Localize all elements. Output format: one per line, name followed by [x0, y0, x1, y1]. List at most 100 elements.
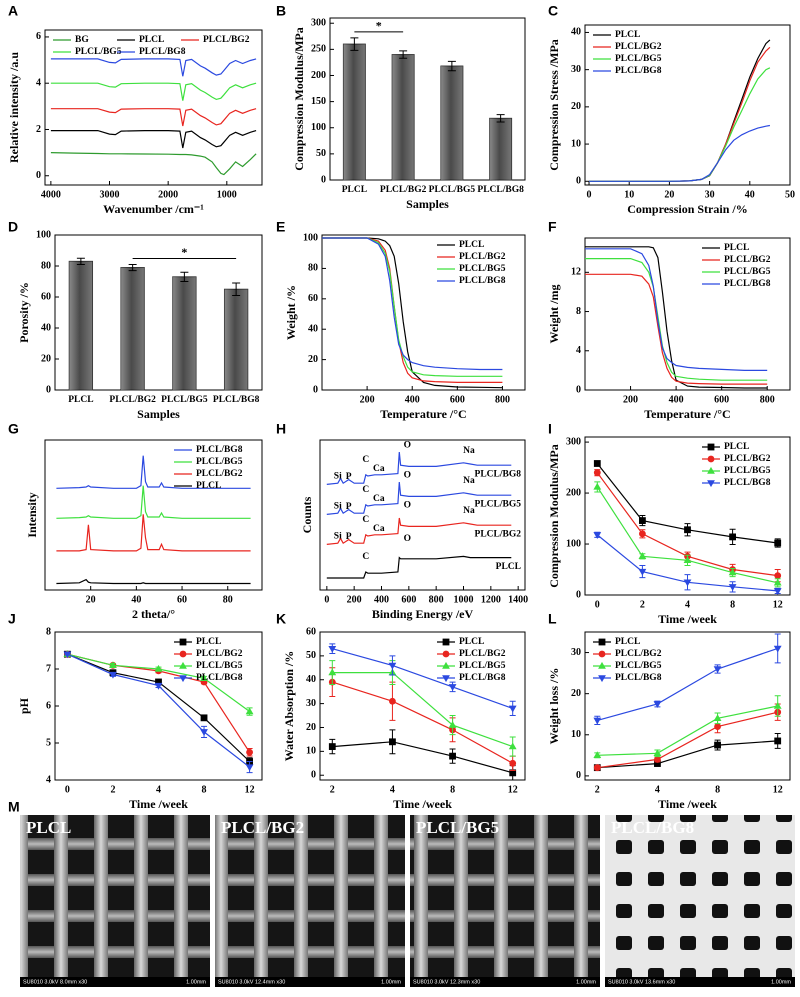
x-tick-label: 4000	[41, 189, 61, 200]
x-tick-label: 600	[450, 394, 465, 405]
sem-scale: 1.00mm	[576, 979, 596, 985]
x-tick-label: 12	[245, 784, 255, 795]
marker	[200, 714, 208, 722]
series-line	[56, 514, 251, 552]
x-tick-label: 12	[508, 784, 518, 795]
series-line	[585, 273, 768, 385]
y-tick-label: 50	[316, 148, 326, 159]
y-axis-label: Porosity /%	[17, 282, 31, 343]
marker	[63, 651, 72, 659]
marker	[109, 661, 117, 669]
peak-label: Si	[334, 501, 342, 511]
x-axis-label: Samples	[137, 407, 180, 421]
plot-frame	[319, 439, 526, 591]
x-tick-label: 40	[131, 594, 141, 605]
marker	[109, 671, 117, 679]
legend-label: PLCL/BG5	[724, 466, 771, 476]
y-axis-label: Weight /mg	[547, 285, 561, 344]
sem-info-strip	[20, 977, 210, 987]
x-tick-label: 4	[685, 599, 690, 610]
legend-label: PLCL/BG8	[724, 279, 771, 289]
sem-info-strip	[605, 977, 795, 987]
y-tick-label: 20	[571, 101, 581, 112]
series-line	[50, 58, 257, 77]
series-line	[56, 485, 251, 519]
legend-label: PLCL/BG5	[75, 47, 122, 57]
sem-info-strip	[410, 977, 600, 987]
y-axis-label: Compression Modulus/MPa	[292, 27, 306, 170]
y-axis-label: Weight loss /%	[547, 668, 561, 745]
peak-label: Na	[463, 476, 475, 486]
sem-label: PLCL/BG2	[221, 818, 304, 837]
x-tick-label: 4	[156, 784, 161, 795]
sem-info: SU8010 3.0kV 12.4mm x30	[218, 979, 285, 985]
legend-marker	[598, 661, 606, 669]
y-tick-label: 60	[41, 291, 51, 302]
marker	[245, 707, 254, 715]
panel-label: G	[8, 421, 19, 437]
marker	[389, 738, 396, 746]
legend-label: PLCL	[615, 637, 640, 647]
legend-marker	[179, 661, 187, 669]
legend-label: PLCL/BG5	[459, 661, 506, 671]
x-tick-label: PLCL	[68, 395, 93, 405]
bar-sheen	[343, 44, 366, 181]
series-line	[326, 481, 512, 515]
panel-label: A	[8, 3, 18, 19]
series-line	[597, 740, 778, 769]
bar-sheen	[69, 261, 93, 390]
marker	[728, 568, 737, 576]
peak-label: C	[362, 515, 369, 525]
x-axis-label: Wavenumber /cm⁻¹	[103, 202, 204, 216]
x-tick-label: 3000	[100, 189, 120, 200]
x-tick-label: 8	[202, 784, 207, 795]
panel-label: H	[276, 421, 286, 437]
series-line	[322, 237, 503, 383]
legend-label: PLCL	[615, 30, 640, 40]
x-tick-label: 12	[773, 784, 783, 795]
legend-label: PLCL	[724, 243, 749, 253]
x-tick-label: PLCL/BG2	[380, 185, 427, 195]
legend-label: PLCL/BG8	[724, 478, 771, 488]
y-tick-label: 0	[313, 384, 318, 395]
marker	[448, 721, 457, 728]
legend-label: PLCL/BG2	[724, 255, 771, 265]
plot-frame	[319, 631, 526, 781]
y-axis-label: Compression Modulus/MPa	[547, 444, 561, 587]
x-tick-label: 40	[745, 189, 755, 200]
panel-label: E	[276, 219, 285, 235]
marker	[654, 756, 661, 763]
legend-marker	[442, 675, 450, 683]
sem-info: SU8010 3.0kV 12.3mm x30	[413, 979, 480, 985]
peak-label: O	[404, 470, 411, 480]
sem-info: SU8010 3.0kV 8.0mm x30	[23, 979, 87, 985]
bar-sheen	[440, 66, 463, 180]
legend-label: PLCL	[196, 481, 221, 491]
plot-frame	[584, 436, 791, 596]
x-tick-label: 4	[390, 784, 395, 795]
legend-label: PLCL/BG5	[615, 661, 662, 671]
sem-label: PLCL/BG8	[611, 818, 694, 837]
y-tick-label: 100	[311, 122, 326, 133]
legend-marker	[179, 675, 187, 683]
y-tick-label: 8	[576, 306, 581, 317]
y-tick-label: 8	[46, 626, 51, 637]
y-tick-label: 100	[36, 229, 51, 240]
marker	[774, 572, 782, 580]
series-label: PLCL	[496, 562, 521, 572]
series-line	[56, 455, 251, 489]
series-line	[332, 672, 513, 748]
legend-label: PLCL/BG8	[459, 673, 506, 683]
marker	[638, 552, 647, 559]
panel-label: B	[276, 3, 286, 19]
x-axis-label: 2 theta/°	[132, 607, 175, 621]
legend-label: PLCL/BG8	[615, 673, 662, 683]
x-axis-label: Time /week	[129, 797, 188, 811]
marker	[509, 759, 517, 767]
bar-sheen	[392, 54, 415, 181]
y-tick-label: 40	[41, 322, 51, 333]
y-tick-label: 5	[46, 737, 51, 748]
panel-label: I	[548, 421, 552, 437]
series-line	[585, 258, 768, 381]
